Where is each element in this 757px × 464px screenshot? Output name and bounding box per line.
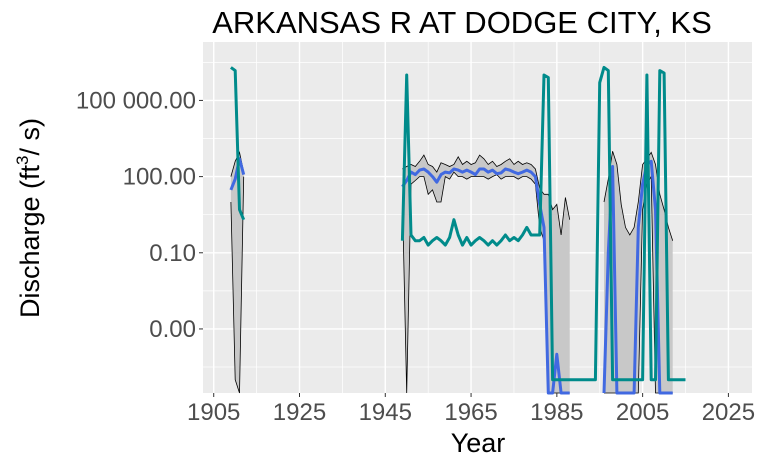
y-axis-label-suffix: / s)	[15, 118, 45, 156]
x-tick-label: 1905	[187, 399, 240, 426]
x-axis-ticks: 1905 1925 1945 1965 1985 2005 2025	[187, 393, 755, 426]
extreme-series-line	[230, 66, 246, 221]
y-axis-ticks: 0.00 0.10 100.00 100 000.00	[76, 87, 203, 343]
chart-title: ARKANSAS R AT DODGE CITY, KS	[212, 5, 712, 40]
y-tick-label: 100 000.00	[76, 87, 196, 114]
y-tick-label: 0.00	[149, 316, 196, 343]
band-upper-line	[603, 151, 674, 241]
y-tick-label: 100.00	[123, 164, 196, 191]
x-tick-label: 1965	[444, 399, 497, 426]
x-tick-label: 1985	[530, 399, 583, 426]
median-series-line	[602, 159, 673, 395]
x-tick-label: 1945	[359, 399, 412, 426]
series-lines	[229, 65, 686, 395]
median-series-line	[401, 167, 570, 395]
x-axis-label: Year	[451, 428, 506, 458]
y-axis-label-sup: 3	[13, 155, 32, 164]
band-lower-line	[402, 171, 570, 394]
band-lower-line	[230, 176, 245, 394]
x-tick-label: 1925	[273, 399, 326, 426]
y-axis-label: Discharge (ft3/ s)	[13, 118, 45, 318]
x-tick-label: 2005	[616, 399, 669, 426]
y-axis-label-prefix: Discharge (ft	[15, 164, 45, 318]
x-tick-label: 2025	[702, 399, 755, 426]
extreme-series-line	[400, 65, 686, 382]
y-tick-label: 0.10	[149, 240, 196, 267]
